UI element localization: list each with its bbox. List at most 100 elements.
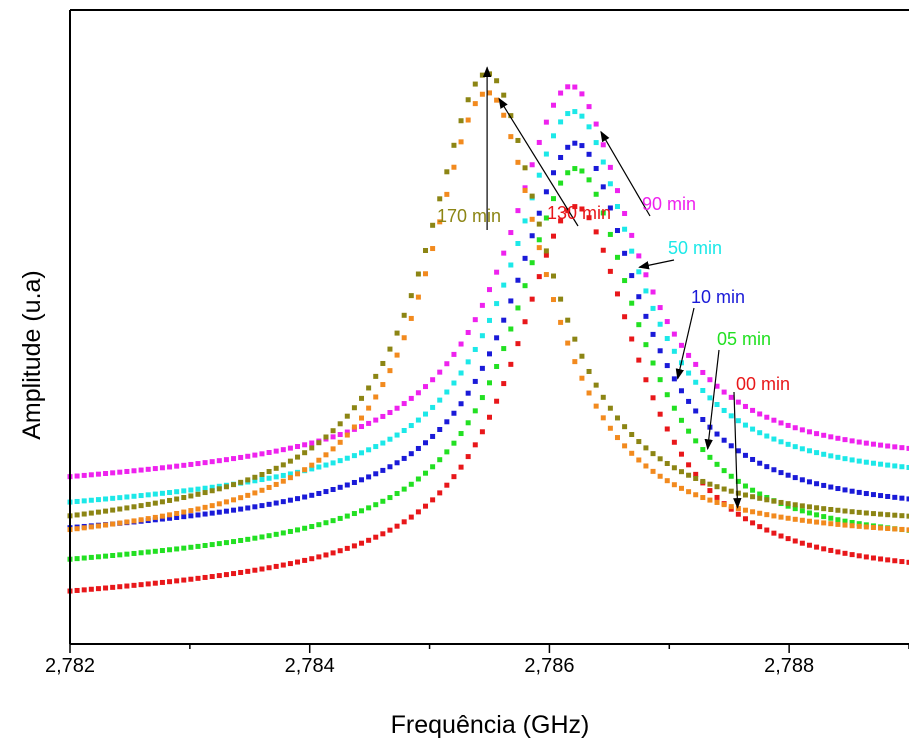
data-point [558, 218, 564, 224]
data-point [394, 523, 400, 529]
data-point [785, 536, 791, 542]
data-point [117, 495, 123, 501]
data-point [728, 506, 734, 512]
data-point [550, 273, 556, 279]
data-point [423, 271, 429, 277]
data-point [359, 450, 365, 456]
data-point [906, 464, 909, 470]
data-point [792, 425, 798, 431]
data-point [657, 456, 663, 462]
data-point [287, 497, 293, 503]
data-point [721, 502, 727, 508]
data-point [167, 490, 173, 496]
data-point [842, 518, 848, 524]
data-point [721, 437, 727, 443]
data-point [88, 510, 94, 516]
data-point [344, 482, 350, 488]
data-point [423, 503, 429, 509]
data-point [607, 268, 613, 274]
data-point [714, 484, 720, 490]
data-point [778, 470, 784, 476]
data-point [174, 463, 180, 469]
data-point [408, 423, 414, 429]
data-point [366, 537, 372, 543]
data-point [273, 474, 279, 480]
data-point [231, 507, 237, 513]
data-point [785, 472, 791, 478]
data-point [252, 490, 258, 496]
data-point [202, 460, 208, 466]
data-point [714, 431, 720, 437]
data-point [138, 550, 144, 556]
data-point [501, 112, 507, 118]
data-point [287, 475, 293, 481]
data-point [614, 435, 620, 441]
data-point [323, 462, 329, 468]
data-point [295, 471, 301, 477]
data-point [586, 151, 592, 157]
data-point [387, 495, 393, 501]
data-point [565, 84, 571, 90]
data-point [529, 233, 535, 239]
data-point [622, 443, 628, 449]
data-point [842, 550, 848, 556]
data-point [323, 434, 329, 440]
data-point [750, 407, 756, 413]
data-point [671, 465, 677, 471]
data-point [664, 461, 670, 467]
data-point [806, 448, 812, 454]
data-point [373, 471, 379, 477]
series-130-min [67, 90, 909, 533]
data-point [693, 379, 699, 385]
data-point [757, 460, 763, 466]
annotation-arrow [704, 349, 720, 451]
data-point [223, 540, 229, 546]
data-point [88, 497, 94, 503]
data-point [579, 91, 585, 97]
data-point [650, 360, 656, 366]
data-point [351, 405, 357, 411]
data-point [273, 563, 279, 569]
data-point [330, 518, 336, 524]
data-point [870, 524, 876, 530]
data-point [209, 459, 215, 465]
data-point [316, 490, 322, 496]
data-point [757, 495, 763, 501]
data-point [785, 515, 791, 521]
data-point [458, 341, 464, 347]
data-point [657, 321, 663, 327]
data-point [216, 501, 222, 507]
data-point [572, 84, 578, 90]
data-point [678, 417, 684, 423]
data-point [216, 483, 222, 489]
data-point [316, 440, 322, 446]
data-point [792, 502, 798, 508]
data-point [508, 113, 514, 119]
data-point [814, 512, 820, 518]
data-point [259, 534, 265, 540]
data-point [543, 151, 549, 157]
data-point [95, 523, 101, 529]
data-point [195, 512, 201, 518]
data-point [337, 421, 343, 427]
data-point [700, 369, 706, 375]
x-tick-label: 2,782 [45, 655, 95, 677]
data-point [885, 526, 891, 532]
data-point [721, 486, 727, 492]
data-point [835, 435, 841, 441]
data-point [174, 489, 180, 495]
data-point [750, 487, 756, 493]
data-point [479, 395, 485, 401]
data-point [394, 491, 400, 497]
data-point [344, 513, 350, 519]
data-point [593, 121, 599, 127]
data-point [892, 526, 898, 532]
data-point [74, 556, 80, 562]
data-point [316, 522, 322, 528]
data-point [181, 488, 187, 494]
data-point [437, 457, 443, 463]
data-point [465, 359, 471, 365]
data-point [110, 552, 116, 558]
annotation-arrow [733, 391, 742, 509]
data-point [700, 447, 706, 453]
